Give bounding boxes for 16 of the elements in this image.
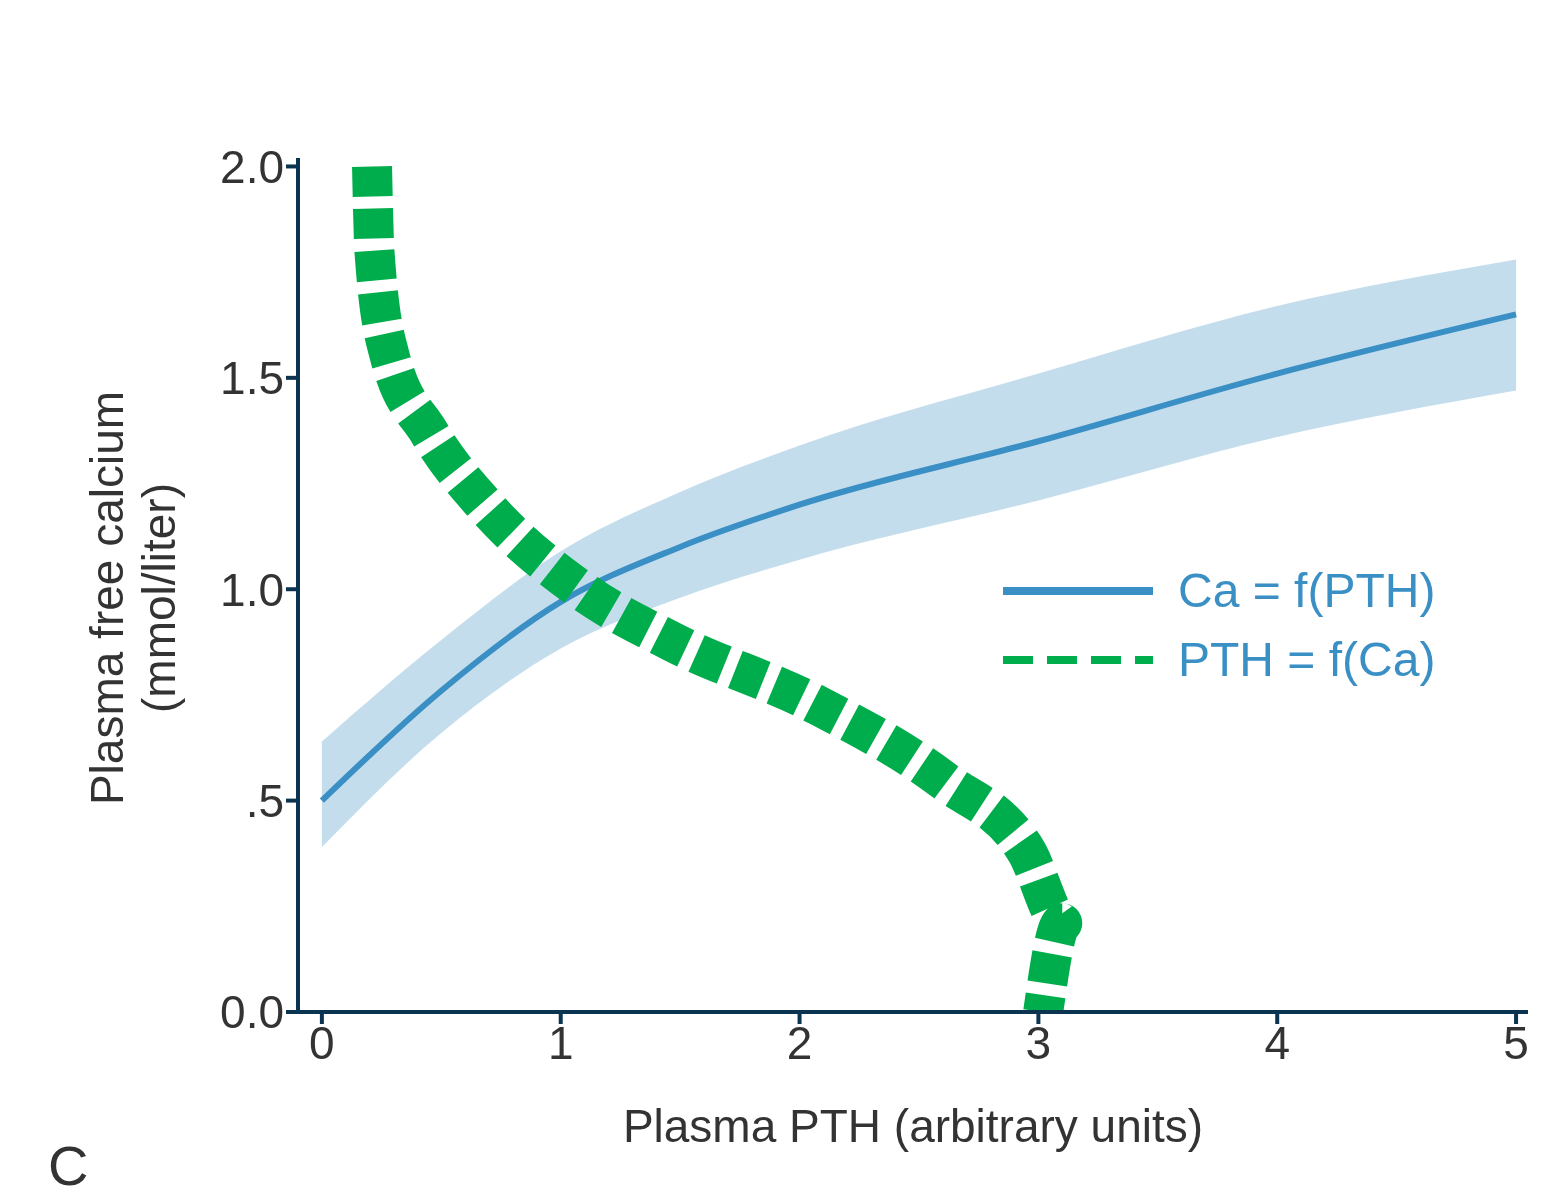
y-tick-label: 0.0 [220,986,284,1039]
legend-label: Ca = f(PTH) [1178,563,1436,618]
text: C [48,1133,89,1194]
y-axis-title: Plasma free calcium (mmol/liter) [81,390,185,806]
x-tick-label: 1 [547,1016,574,1069]
x-tick-label: 2 [786,1016,813,1069]
x-tick-label: 3 [1025,1016,1052,1069]
y-tick-label: 1.5 [220,352,284,405]
y-tick-label: 2.0 [220,140,284,193]
x-tick-label: 5 [1503,1016,1529,1069]
y-tick-label: 1.0 [220,563,284,616]
x-tick-label: 4 [1264,1016,1291,1069]
x-axis-title: Plasma PTH (arbitrary units) [622,1100,1204,1152]
legend-label: PTH = f(Ca) [1178,632,1436,687]
x-tick-label: 0 [309,1016,335,1069]
y-tick-label: .5 [245,774,284,827]
